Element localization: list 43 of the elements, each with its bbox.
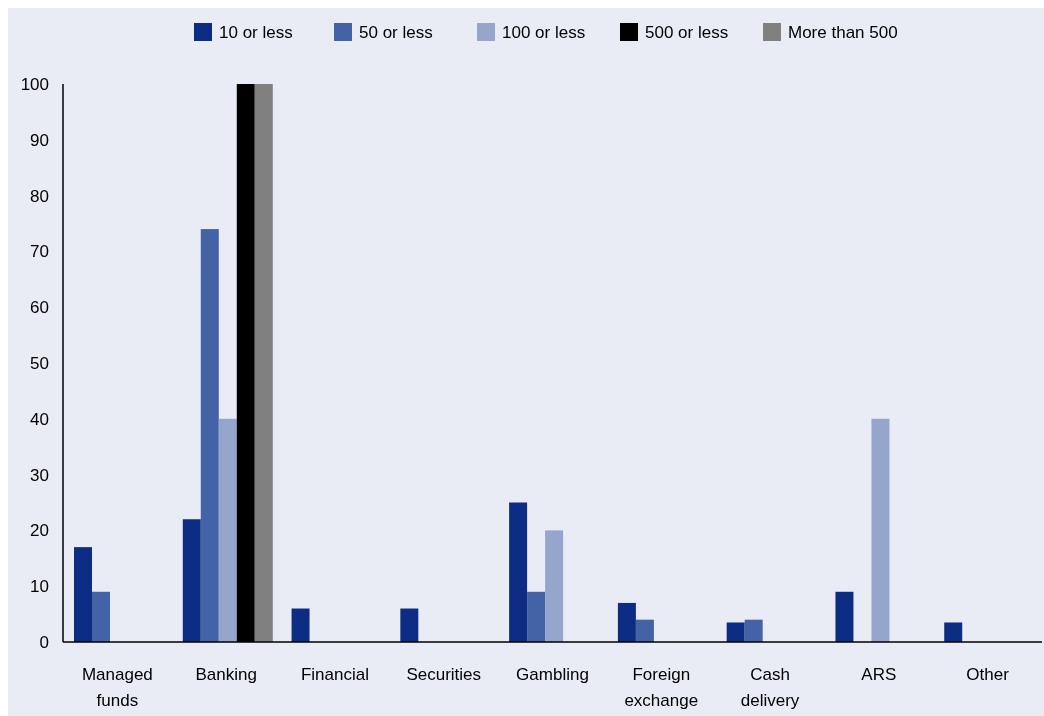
y-tick-label: 30 xyxy=(30,465,49,485)
bar xyxy=(835,591,854,642)
bar xyxy=(527,591,546,642)
x-tick-label: Banking xyxy=(195,665,257,684)
legend-label: 100 or less xyxy=(502,22,586,42)
x-tick-label: ARS xyxy=(861,665,897,684)
bar xyxy=(291,608,310,642)
y-tick-label: 100 xyxy=(20,74,49,94)
y-tick-label: 20 xyxy=(30,521,49,541)
x-tick-label: Managed funds xyxy=(81,665,153,710)
bar xyxy=(635,619,654,642)
bar xyxy=(200,229,219,642)
x-tick-label: Financial xyxy=(300,665,369,684)
bar xyxy=(726,622,745,642)
y-tick-label: 40 xyxy=(30,409,49,429)
bar xyxy=(74,547,92,642)
bar xyxy=(254,84,273,642)
bar xyxy=(871,418,890,642)
bar xyxy=(944,622,963,642)
legend-label: More than 500 xyxy=(788,22,898,42)
y-tick-label: 50 xyxy=(30,353,49,373)
x-tick-label: Cash delivery xyxy=(740,665,800,710)
y-tick-label: 10 xyxy=(30,577,49,597)
bar xyxy=(182,519,201,642)
bar xyxy=(400,608,419,642)
y-tick-label: 0 xyxy=(39,632,49,652)
bar xyxy=(509,502,528,642)
x-tick-label: Securities xyxy=(406,665,482,684)
x-tick-label: Foreign exchange xyxy=(624,665,699,710)
bar xyxy=(744,619,763,642)
y-tick-label: 60 xyxy=(30,298,49,318)
bar xyxy=(92,591,110,642)
legend-label: 50 or less xyxy=(359,22,433,42)
y-tick-label: 70 xyxy=(30,242,49,262)
y-tick-label: 80 xyxy=(30,186,49,206)
x-tick-label: Other xyxy=(966,665,1010,684)
bar xyxy=(218,418,237,642)
bar xyxy=(617,602,636,642)
bar xyxy=(545,530,564,642)
x-tick-label: Gambling xyxy=(516,665,589,684)
legend-label: 500 or less xyxy=(645,22,729,42)
legend-label: 10 or less xyxy=(219,22,293,42)
y-tick-label: 90 xyxy=(30,130,49,150)
